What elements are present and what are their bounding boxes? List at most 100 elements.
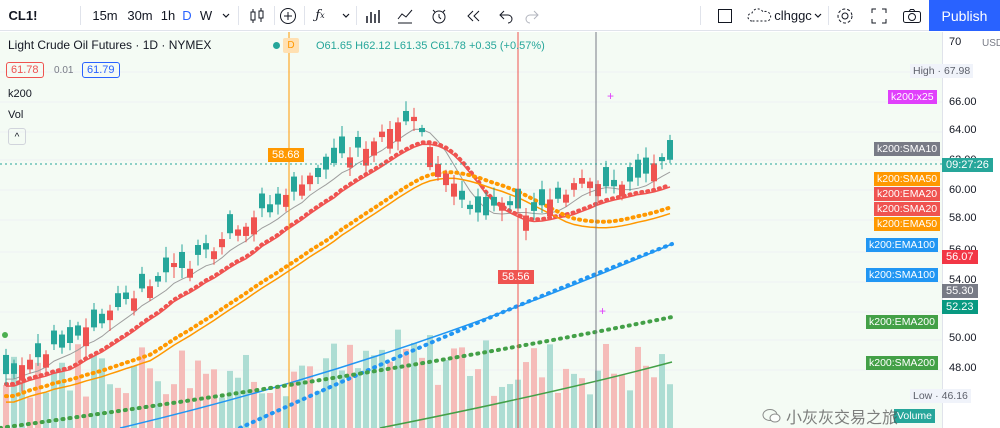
candle-body xyxy=(339,136,345,154)
sma20-dots xyxy=(4,140,672,387)
volume-bar xyxy=(259,393,265,428)
x25-marker: + xyxy=(607,89,614,103)
volume-bar xyxy=(435,384,441,428)
candle-body xyxy=(571,183,577,190)
volume-bar xyxy=(571,373,577,428)
redo-icon[interactable] xyxy=(522,0,542,31)
chevron-down-icon[interactable] xyxy=(810,0,826,31)
candle-body xyxy=(635,159,641,178)
candle-body xyxy=(483,196,489,216)
candle-body xyxy=(603,167,609,187)
collapse-legend-button[interactable]: ^ xyxy=(8,128,26,145)
candle-body xyxy=(547,199,553,217)
divider xyxy=(238,6,239,25)
candle-body xyxy=(323,156,329,170)
interval-d[interactable]: D xyxy=(182,8,192,23)
volume-bar xyxy=(347,344,353,428)
candle-body xyxy=(563,194,569,203)
ohlc-readout: O61.65 H62.12 L61.35 C61.78 +0.35 (+0.57… xyxy=(316,40,545,52)
volume-bar xyxy=(523,362,529,428)
replay-icon[interactable] xyxy=(462,0,484,31)
candle-body xyxy=(355,136,361,148)
candle-body xyxy=(659,157,665,162)
volume-bar xyxy=(627,390,633,428)
tag-ema50: k200:EMA50 xyxy=(874,217,941,231)
volume-bar xyxy=(531,348,537,428)
candle-body xyxy=(299,184,305,196)
chevron-down-icon[interactable] xyxy=(338,0,354,31)
sma200-line xyxy=(379,361,673,428)
user-name[interactable]: clhggc xyxy=(774,8,812,23)
price-axis[interactable] xyxy=(942,32,1000,428)
candle-body xyxy=(107,310,113,321)
candle-body xyxy=(491,196,497,206)
tag-sma200: k200:SMA200 xyxy=(866,356,938,370)
volume-bar xyxy=(563,368,569,428)
volume-bar xyxy=(75,344,81,428)
fullscreen-icon[interactable] xyxy=(868,0,890,31)
symbol-search[interactable]: CL1! xyxy=(8,8,38,23)
buy-price[interactable]: 61.79 xyxy=(82,62,120,78)
layout-icon[interactable] xyxy=(714,0,736,31)
red-line-label: 58.56 xyxy=(498,270,534,284)
alert-icon[interactable] xyxy=(428,0,450,31)
price-tag-56-07: 56.07 xyxy=(942,250,978,264)
candle-body xyxy=(411,116,417,122)
volume-bar xyxy=(275,386,281,428)
candle-body xyxy=(19,365,25,381)
currency-unit: USD xyxy=(982,38,1000,49)
volume-bar xyxy=(403,348,409,428)
indicators-icon[interactable] xyxy=(394,0,416,31)
volume-bar xyxy=(59,362,65,428)
candles-icon[interactable] xyxy=(244,0,270,31)
tag-volume: Volume xyxy=(894,409,936,423)
candle-body xyxy=(403,110,409,122)
sma50-dots xyxy=(4,170,672,399)
start-marker xyxy=(2,332,8,338)
candle-body xyxy=(627,167,633,182)
volume-bar xyxy=(83,396,89,428)
volume-bar xyxy=(147,368,153,428)
volume-bar xyxy=(387,361,393,428)
interval-w[interactable]: W xyxy=(199,8,213,23)
interval-1h[interactable]: 1h xyxy=(160,8,176,23)
ema50-line xyxy=(5,177,671,403)
volume-bar xyxy=(355,368,361,428)
volume-bar xyxy=(635,346,641,428)
candle-body xyxy=(155,275,161,282)
plus-circle-icon[interactable] xyxy=(278,0,298,31)
candle-body xyxy=(307,175,313,185)
candle-body xyxy=(387,129,393,149)
indicator-legend-vol[interactable]: Vol xyxy=(8,109,24,121)
sell-price[interactable]: 61.78 xyxy=(6,62,44,78)
interval-30m[interactable]: 30m xyxy=(127,8,153,23)
tag-sma20: k200:SMA20 xyxy=(874,202,941,216)
status-dot xyxy=(273,42,280,49)
volume-bar xyxy=(547,344,553,428)
axis-tick: 58.00 xyxy=(949,212,977,224)
chevron-down-icon[interactable] xyxy=(218,0,234,31)
volume-bar xyxy=(595,370,601,428)
gear-icon[interactable] xyxy=(834,0,856,31)
camera-icon[interactable] xyxy=(900,0,924,31)
divider xyxy=(80,6,81,25)
publish-button[interactable]: Publish xyxy=(929,0,1000,31)
chart-area[interactable]: + + Light Crude Oil Futures · 1D · NYMEX … xyxy=(0,32,1000,428)
high-label: High · 67.98 xyxy=(910,64,974,78)
undo-icon[interactable] xyxy=(496,0,516,31)
cloud-icon[interactable] xyxy=(744,0,776,31)
interval-15m[interactable]: 15m xyxy=(92,8,118,23)
candle-body xyxy=(555,187,561,199)
volume-bar xyxy=(267,393,273,428)
price-chart[interactable]: ++ xyxy=(0,32,1000,428)
candle-body xyxy=(171,263,177,268)
ema200-dots xyxy=(0,315,674,428)
indicator-legend-k200[interactable]: k200 xyxy=(8,88,32,100)
sma10-line xyxy=(5,128,671,380)
volume-bar xyxy=(299,365,305,428)
candle-body xyxy=(43,354,49,368)
bars-icon[interactable] xyxy=(362,0,384,31)
volume-bar xyxy=(35,362,41,428)
volume-bar xyxy=(451,348,457,428)
